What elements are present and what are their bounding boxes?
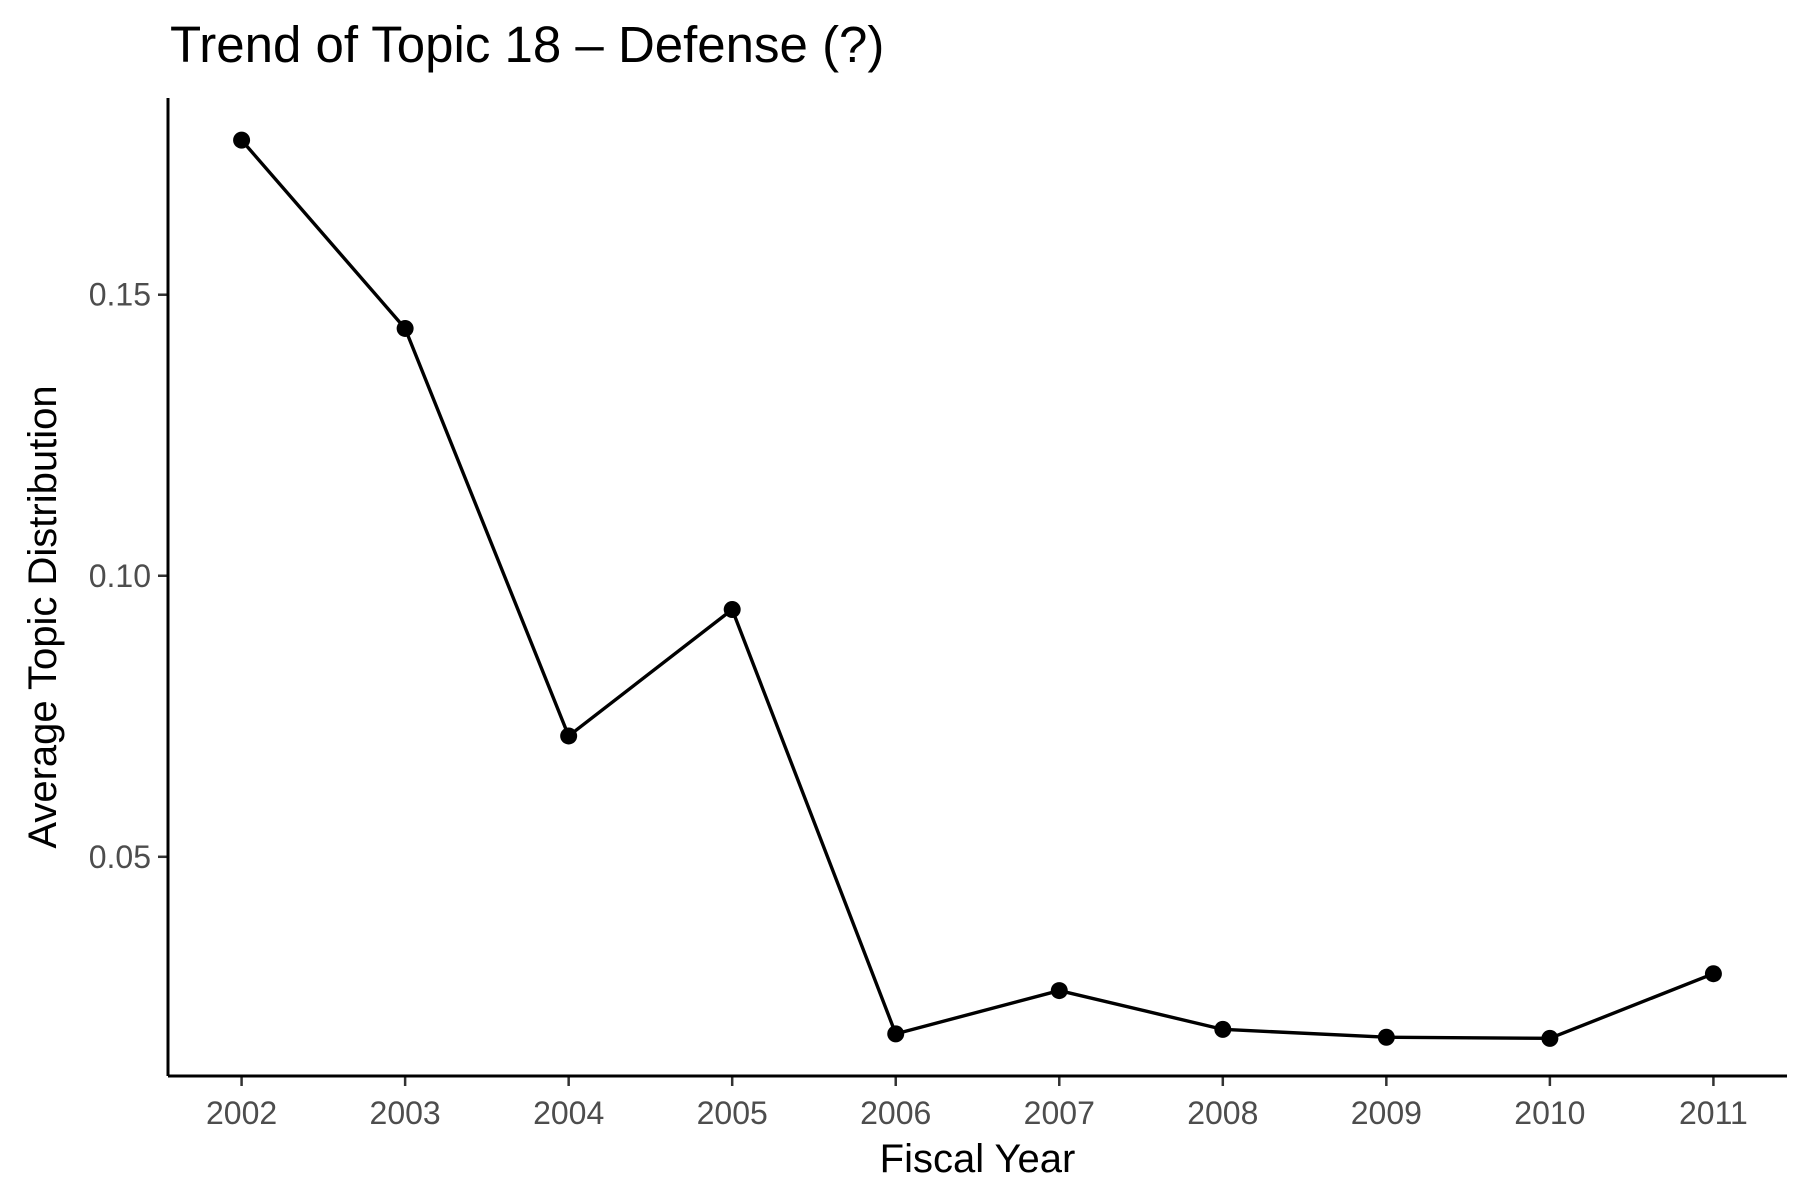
- data-point: [887, 1025, 905, 1043]
- y-axis-title: Average Topic Distribution: [21, 385, 65, 848]
- x-tick-label: 2010: [1514, 1095, 1585, 1131]
- x-tick-label: 2005: [697, 1095, 768, 1131]
- data-point: [1214, 1020, 1232, 1038]
- series-group: [233, 131, 1722, 1047]
- data-point: [1704, 965, 1722, 983]
- x-tick-label: 2002: [206, 1095, 277, 1131]
- x-tick-label: 2006: [860, 1095, 931, 1131]
- data-point: [233, 131, 251, 149]
- data-point: [723, 600, 741, 618]
- y-tick-label: 0.10: [89, 558, 151, 594]
- plot-area: 0.050.100.15 2002 2003 2004 2005 2006 2007 200…: [89, 98, 1787, 1131]
- x-tick-label: 2003: [370, 1095, 441, 1131]
- y-tick-label: 0.15: [89, 277, 151, 313]
- series-line: [240, 139, 1715, 1041]
- x-tick-label: 2004: [533, 1095, 604, 1131]
- x-tick-label: 2011: [1679, 1095, 1748, 1131]
- x-tick-label: 2009: [1351, 1095, 1422, 1131]
- x-tick-label: 2007: [1024, 1095, 1095, 1131]
- data-point: [1541, 1029, 1559, 1047]
- x-axis-ticks: 2002 2003 2004 2005 2006 2007 2008 2009 2010 2011: [206, 1076, 1748, 1131]
- y-tick-label: 0.05: [89, 839, 151, 875]
- x-tick-label: 2008: [1187, 1095, 1258, 1131]
- chart-title: Trend of Topic 18 – Defense (?): [170, 16, 884, 73]
- data-point: [1377, 1028, 1395, 1046]
- data-point: [396, 319, 414, 337]
- data-point: [560, 727, 578, 745]
- y-axis-ticks: 0.05 0.10 0.15: [89, 277, 168, 875]
- data-point: [1050, 982, 1068, 1000]
- x-axis-title: Fiscal Year: [880, 1137, 1076, 1181]
